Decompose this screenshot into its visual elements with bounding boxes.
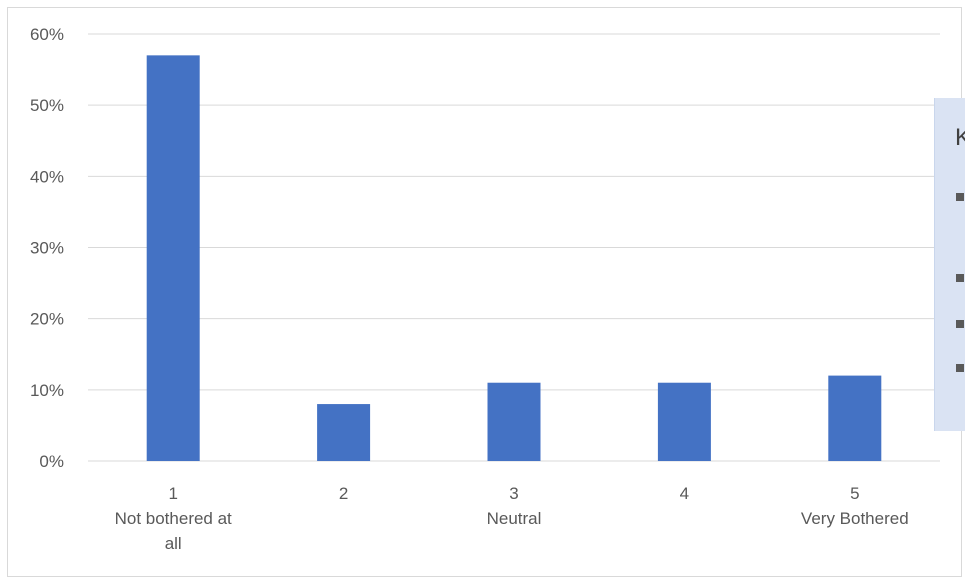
bullet-icon — [956, 274, 964, 282]
side-panel: K — [934, 98, 965, 431]
y-axis-ticks: 0% 10% 20% 30% 40% 50% 60% — [30, 25, 64, 471]
bullet-icon — [956, 364, 964, 372]
x-category-label: 2 — [339, 484, 348, 503]
x-category-sublabel: Neutral — [487, 509, 542, 528]
bar — [487, 382, 541, 461]
x-axis-categories: 1 Not bothered at all 2 3 Neutral 4 5 Very Bothe… — [115, 484, 909, 553]
x-category-sublabel: Very Bothered — [801, 509, 909, 528]
y-tick-label: 60% — [30, 25, 64, 44]
y-tick-label: 40% — [30, 167, 64, 186]
x-category-sublabel: Not bothered at — [115, 509, 232, 528]
x-category-label: 4 — [680, 484, 689, 503]
side-panel-title: K — [955, 124, 965, 152]
x-category-label: 5 — [850, 484, 859, 503]
y-tick-label: 10% — [30, 381, 64, 400]
x-category-sublabel: all — [165, 534, 182, 553]
bar — [657, 382, 711, 461]
y-tick-label: 50% — [30, 96, 64, 115]
y-tick-label: 20% — [30, 310, 64, 329]
x-category-label: 1 — [168, 484, 177, 503]
gridlines — [88, 33, 940, 462]
bullet-icon — [956, 193, 964, 201]
y-tick-label: 30% — [30, 239, 64, 258]
x-category-label: 3 — [509, 484, 518, 503]
bar — [146, 55, 200, 461]
bar — [317, 404, 371, 461]
bars — [146, 55, 882, 461]
bar — [828, 375, 882, 461]
bullet-icon — [956, 320, 964, 328]
y-tick-label: 0% — [39, 452, 64, 471]
